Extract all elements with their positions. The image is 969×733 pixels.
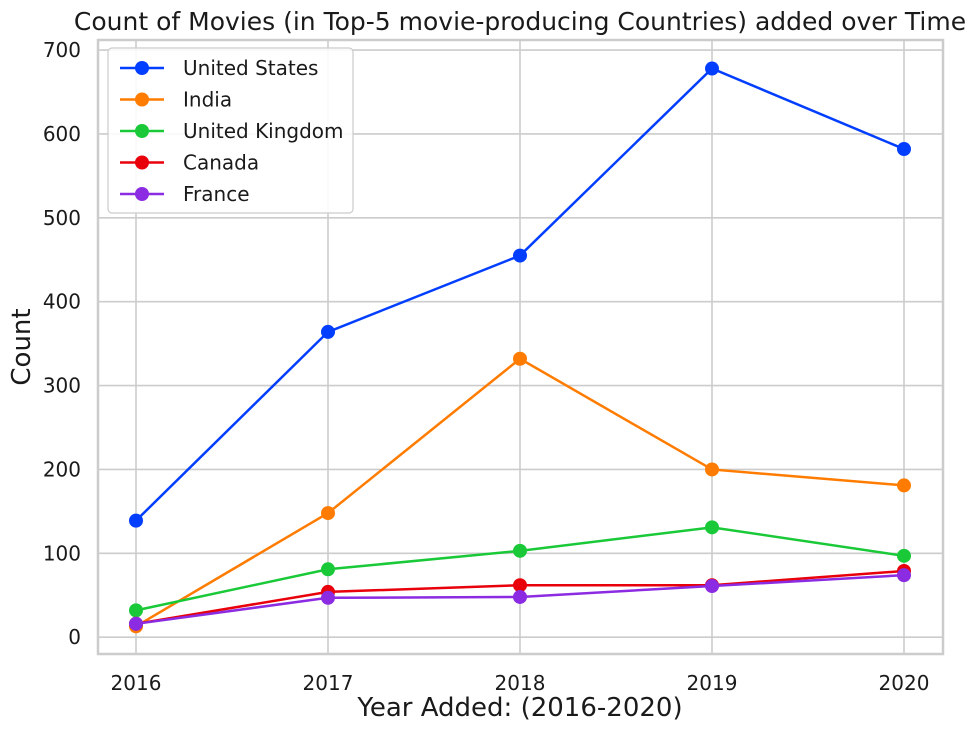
legend-marker xyxy=(135,61,149,75)
data-point xyxy=(129,603,143,618)
y-tick-label: 100 xyxy=(43,541,81,565)
legend-box xyxy=(107,47,354,214)
data-point xyxy=(897,142,911,157)
data-point xyxy=(705,579,719,594)
legend: United States India United Kingdom Canada Fr… xyxy=(107,47,354,214)
y-tick-label: 200 xyxy=(43,457,81,481)
legend-label: United States xyxy=(183,56,318,80)
tick-labels: 0 100 200 300 400 500 600 700 2016 2017 2018 2019 20… xyxy=(43,38,930,695)
legend-item: France xyxy=(120,182,250,206)
legend-item: India xyxy=(120,88,232,112)
legend-label: Canada xyxy=(183,151,259,175)
data-point xyxy=(705,520,719,535)
data-point xyxy=(321,590,335,605)
data-point xyxy=(513,543,527,558)
legend-marker xyxy=(135,124,149,138)
x-tick-label: 2019 xyxy=(687,671,738,695)
chart-title: Count of Movies (in Top-5 movie-producin… xyxy=(74,7,966,36)
data-point xyxy=(897,548,911,563)
x-tick-label: 2017 xyxy=(303,671,354,695)
data-point xyxy=(513,578,527,593)
legend-marker xyxy=(135,92,149,107)
y-tick-label: 400 xyxy=(43,290,81,314)
data-point xyxy=(129,513,143,528)
data-point xyxy=(513,351,527,366)
data-point xyxy=(321,506,335,521)
legend-label: United Kingdom xyxy=(183,119,344,143)
legend-marker xyxy=(135,187,149,201)
legend-item: Canada xyxy=(120,151,259,175)
y-tick-label: 0 xyxy=(68,625,81,649)
x-axis-label: Year Added: (2016-2020) xyxy=(356,693,682,723)
plot-frame xyxy=(96,38,945,656)
legend-item: United States xyxy=(120,56,318,80)
data-point xyxy=(513,248,527,263)
data-point xyxy=(321,324,335,339)
data-point xyxy=(705,462,719,477)
y-tick-label: 700 xyxy=(43,38,81,62)
legend-item: United Kingdom xyxy=(120,119,344,143)
y-tick-label: 600 xyxy=(43,122,81,146)
data-point xyxy=(897,568,911,583)
series-layer xyxy=(129,61,911,634)
series-united-kingdom xyxy=(129,520,911,618)
data-point xyxy=(513,589,527,604)
series-france xyxy=(129,568,911,631)
x-tick-label: 2020 xyxy=(879,671,930,695)
legend-label: India xyxy=(183,88,232,112)
y-tick-label: 300 xyxy=(43,374,81,398)
series-united-states xyxy=(129,61,911,528)
data-point xyxy=(897,478,911,493)
x-tick-label: 2018 xyxy=(495,671,546,695)
data-point xyxy=(321,562,335,577)
legend-label: France xyxy=(183,182,250,206)
data-point xyxy=(705,61,719,76)
y-axis-label: Count xyxy=(7,308,37,385)
legend-marker xyxy=(135,155,149,170)
y-tick-label: 500 xyxy=(43,206,81,230)
x-tick-label: 2016 xyxy=(111,671,162,695)
data-point xyxy=(129,616,143,631)
